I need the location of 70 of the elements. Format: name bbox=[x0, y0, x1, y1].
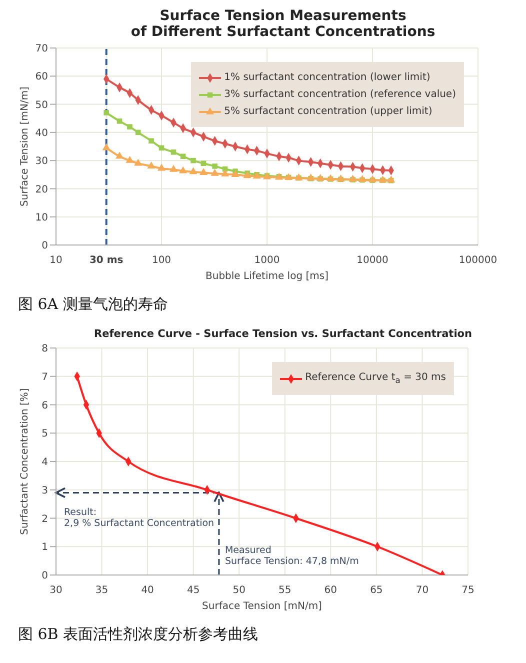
y-tick-label: 3 bbox=[42, 485, 48, 496]
y-tick-label: 4 bbox=[42, 457, 48, 468]
caption: 图 6A 测量气泡的寿命 bbox=[18, 295, 169, 314]
y-tick-label: 5 bbox=[42, 428, 48, 440]
legend-label: 1% surfactant concentration (lower limit) bbox=[224, 72, 430, 83]
y-tick-label: 30 bbox=[35, 156, 48, 168]
x-tick-label: 30 bbox=[50, 585, 62, 596]
x-tick-label: 45 bbox=[186, 585, 200, 596]
point bbox=[368, 175, 377, 182]
point bbox=[147, 162, 156, 169]
point bbox=[326, 174, 335, 182]
point bbox=[180, 154, 186, 159]
point bbox=[170, 149, 176, 155]
x-tick-label: 70 bbox=[416, 585, 429, 596]
x-tick-label: 1000 bbox=[254, 255, 280, 266]
legend-label: 3% surfactant concentration (reference value) bbox=[224, 89, 456, 100]
point bbox=[179, 166, 188, 174]
y-tick-label: 20 bbox=[35, 184, 48, 196]
point bbox=[157, 164, 166, 171]
point bbox=[220, 169, 230, 176]
x-axis-title: Bubble Lifetime log [ms] bbox=[206, 271, 329, 282]
y-axis-title: Surface Tension [mN/m] bbox=[20, 86, 31, 206]
chart-title: Reference Curve - Surface Tension vs. Surfactant Concentration bbox=[93, 328, 473, 340]
chart-title: Surface Tension Measurements of Different Surfactant Concentrations bbox=[130, 8, 436, 40]
point bbox=[127, 124, 132, 130]
y-tick-label: 70 bbox=[35, 44, 48, 55]
legend-label: Reference Curve t$_{a}$ = 30 ms bbox=[305, 372, 446, 385]
y-tick-label: 2 bbox=[42, 514, 48, 525]
x-tick-label: 65 bbox=[370, 585, 383, 596]
point bbox=[189, 167, 198, 174]
point bbox=[170, 164, 178, 172]
x-axis-title: Surface Tension [mN/m] bbox=[202, 601, 322, 612]
ref-line-label: Result: 2,9 % Surfactant Concentration bbox=[64, 506, 214, 529]
x-tick-label: 40 bbox=[141, 585, 154, 596]
point bbox=[126, 156, 134, 163]
point bbox=[212, 164, 218, 169]
point bbox=[116, 118, 122, 124]
x-tick-label: 100000 bbox=[458, 255, 498, 266]
x-tick-label: 10000 bbox=[356, 255, 388, 266]
x-tick-label: 50 bbox=[232, 585, 246, 596]
point bbox=[210, 168, 219, 176]
point bbox=[200, 160, 206, 166]
point bbox=[243, 171, 252, 178]
y-tick-label: 8 bbox=[42, 344, 48, 355]
x-tick-label: 10 bbox=[50, 255, 62, 266]
point bbox=[199, 168, 208, 175]
legend-label: 5% surfactant concentration (upper limit) bbox=[224, 106, 432, 117]
x-tick-label: 100 bbox=[152, 255, 172, 266]
y-tick-label: 0 bbox=[42, 570, 48, 582]
x-tick-label: 75 bbox=[462, 585, 474, 596]
point bbox=[190, 158, 196, 164]
point bbox=[231, 170, 240, 177]
ref-line-label: Measured Surface Tension: 47,8 mN/m bbox=[224, 545, 359, 567]
y-tick-label: 60 bbox=[35, 72, 48, 83]
y-tick-label: 10 bbox=[35, 212, 48, 224]
y-tick-label: 6 bbox=[42, 400, 48, 412]
caption: 图 6B 表面活性剂浓度分析参考曲线 bbox=[18, 625, 260, 644]
x-tick-label: 35 bbox=[95, 585, 108, 596]
x-tick-label: 55 bbox=[278, 585, 292, 596]
y-tick-label: 7 bbox=[42, 372, 48, 383]
point bbox=[348, 174, 357, 182]
x-tick-label: 60 bbox=[324, 585, 338, 596]
x-tick-label: 30 ms bbox=[89, 255, 124, 266]
y-axis-title: Surfactant Concentration [%] bbox=[20, 388, 31, 535]
point bbox=[148, 138, 154, 144]
y-tick-label: 1 bbox=[42, 542, 48, 554]
y-tick-label: 50 bbox=[35, 100, 48, 111]
y-tick-label: 0 bbox=[42, 240, 48, 252]
y-tick-label: 40 bbox=[35, 128, 48, 139]
point bbox=[316, 174, 324, 181]
